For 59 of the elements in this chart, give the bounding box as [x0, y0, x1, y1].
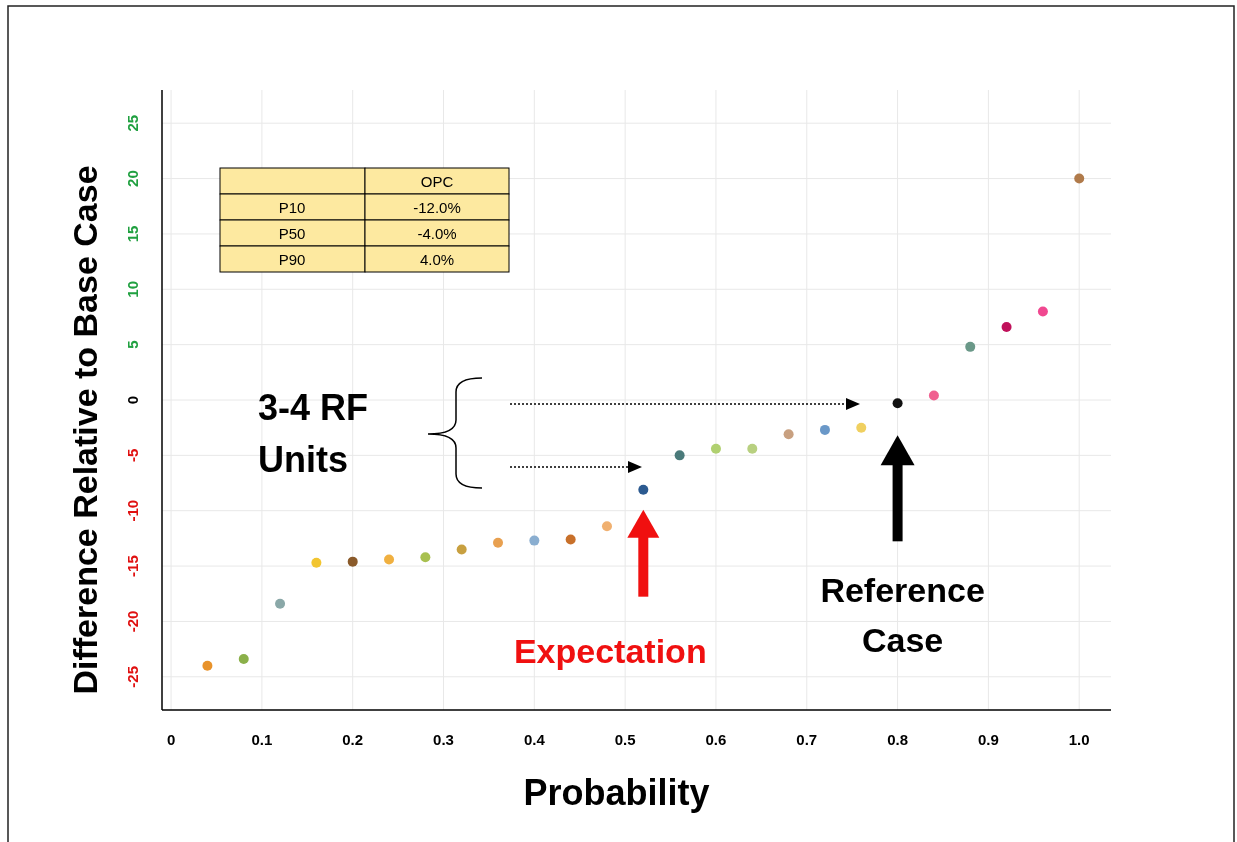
- point: [601, 521, 612, 532]
- point: [674, 450, 685, 461]
- y-tick-label: -10: [123, 499, 141, 522]
- annotation: 3-4 RF Units: [258, 387, 369, 480]
- point: [1074, 173, 1085, 184]
- y-tick-label: 0: [123, 395, 141, 405]
- point: [202, 660, 213, 671]
- x-tick-label: 0: [166, 731, 176, 748]
- point: [420, 552, 431, 563]
- y-tick-label: -5: [123, 448, 141, 463]
- annotation: -12.0%: [413, 199, 461, 216]
- y-tick-label: 20: [123, 170, 141, 187]
- point: [928, 390, 939, 401]
- point: [1001, 321, 1012, 332]
- annotation: P50: [278, 225, 306, 242]
- y-tick-label: -15: [123, 555, 141, 577]
- x-tick-label: 0.8: [887, 731, 909, 748]
- point: [965, 341, 976, 352]
- point: [747, 443, 758, 454]
- point: [456, 544, 467, 555]
- point: [311, 557, 322, 568]
- point: [892, 398, 903, 409]
- x-tick-label: 1.0: [1068, 731, 1090, 748]
- x-axis-title: Probability: [523, 772, 710, 813]
- x-tick-label: 0.1: [251, 731, 273, 748]
- y-tick-label: 5: [123, 340, 141, 349]
- point: [783, 429, 794, 440]
- annotation: P10: [278, 199, 306, 216]
- point: [819, 424, 830, 435]
- annotation: Expectation: [513, 632, 707, 670]
- annotation: 4.0%: [419, 251, 455, 268]
- x-tick-label: 0.5: [614, 731, 636, 748]
- point: [384, 554, 395, 565]
- point: [347, 556, 358, 567]
- y-tick-label: -20: [123, 610, 141, 633]
- point: [710, 443, 721, 454]
- annotation: OPC: [420, 173, 454, 190]
- point: [638, 484, 649, 495]
- point: [856, 422, 867, 433]
- x-tick-label: 0.9: [977, 731, 999, 748]
- x-tick-label: 0.6: [705, 731, 727, 748]
- annotation: -4.0%: [417, 225, 457, 242]
- x-tick-label: 0.7: [796, 731, 818, 748]
- y-axis-title: Difference Relative to Base Case: [66, 165, 104, 695]
- point: [493, 537, 504, 548]
- point: [1037, 306, 1048, 317]
- y-tick-label: 15: [123, 225, 141, 243]
- point: [529, 535, 540, 546]
- x-tick-label: 0.2: [342, 731, 364, 748]
- point: [238, 654, 249, 665]
- y-tick-label: 10: [123, 280, 141, 298]
- annotation: Reference Case: [820, 571, 985, 659]
- point: [565, 534, 576, 545]
- point: [275, 598, 286, 609]
- y-tick-label: 25: [123, 114, 141, 132]
- x-tick-label: 0.4: [523, 731, 546, 748]
- annotation: P90: [278, 251, 306, 268]
- x-tick-label: 0.3: [433, 731, 454, 748]
- y-tick-label: -25: [123, 665, 141, 688]
